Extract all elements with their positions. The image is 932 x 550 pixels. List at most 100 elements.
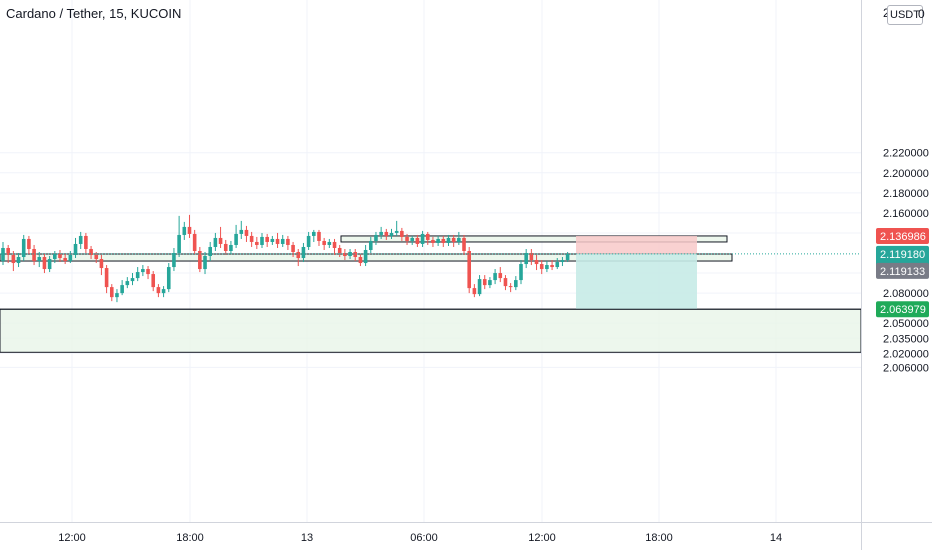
candle-body [42, 257, 47, 270]
candle-body [462, 237, 466, 251]
candle-body [337, 247, 342, 253]
candle-body [255, 241, 259, 245]
candle-body [534, 260, 539, 265]
candle-body [348, 251, 352, 257]
candle-body [503, 278, 508, 287]
candle-body [6, 247, 10, 256]
candle-body [161, 289, 166, 294]
price-tick-label: 2.180000 [883, 188, 929, 200]
price-badge-gray [876, 262, 929, 279]
candle-body [493, 273, 497, 281]
candle-body [244, 229, 249, 236]
candle-body [275, 238, 280, 244]
time-tick-label: 14 [770, 532, 782, 544]
candle-body [146, 269, 150, 275]
time-tick-label: 18:00 [645, 532, 673, 544]
candle-body [104, 268, 109, 288]
price-badge-label: 2.136986 [880, 231, 926, 243]
candle-body [286, 238, 290, 245]
price-badge-label: 2.063979 [880, 304, 926, 316]
candle-body [172, 253, 176, 268]
candle-body [11, 255, 16, 264]
candle-body [368, 240, 373, 250]
candle-body [405, 236, 409, 241]
candle-body [130, 278, 135, 282]
candle-body [198, 250, 202, 270]
candle-body [301, 246, 306, 259]
candle-body [306, 235, 311, 247]
candle-body [21, 238, 26, 258]
candle-body [467, 250, 471, 289]
candle-body [425, 233, 430, 240]
candle-body [151, 274, 156, 288]
time-tick-label: 13 [301, 532, 313, 544]
candle-body [213, 237, 218, 247]
candle-body [560, 260, 565, 263]
candle-body [229, 244, 233, 251]
candle-body [332, 241, 337, 248]
candle-body [312, 231, 316, 236]
candle-body [120, 285, 124, 294]
candle-body [32, 248, 36, 262]
time-tick-label: 12:00 [58, 532, 86, 544]
demand-zone [0, 308, 862, 353]
candle-body [446, 237, 451, 243]
candle-body [389, 232, 394, 236]
candle-body [249, 235, 254, 242]
candle-body [218, 237, 223, 244]
candle-body [529, 253, 534, 261]
candle-body [58, 254, 62, 259]
candle-body [208, 246, 212, 257]
candle-body [27, 238, 31, 249]
candle-body [343, 253, 347, 257]
candle-body [115, 293, 119, 298]
candle-body [260, 236, 264, 245]
candle-body [550, 265, 554, 268]
candle-body [539, 264, 544, 270]
candle-body [488, 280, 492, 286]
candle-body [457, 237, 461, 242]
candle-body [519, 264, 523, 281]
candle-body [84, 235, 88, 249]
price-badge-red [876, 227, 929, 244]
candle-body [498, 273, 503, 279]
candle-body [109, 287, 114, 298]
candle-body [524, 253, 528, 265]
candle-body [270, 238, 275, 242]
candle-body [89, 248, 93, 256]
currency-selector[interactable]: USDT [887, 5, 923, 25]
candle-body [441, 238, 446, 243]
candle-body [192, 233, 197, 251]
candle-body [239, 229, 244, 234]
time-tick-label: 06:00 [410, 532, 438, 544]
candle-body [358, 257, 363, 264]
candle-body [410, 237, 415, 241]
candle-body [565, 254, 570, 261]
chart-title: Cardano / Tether, 15, KUCOIN [6, 6, 182, 21]
price-tick-label: 2.035000 [883, 333, 929, 345]
price-tick-label: 2.080000 [883, 288, 929, 300]
candle-body [280, 238, 285, 244]
candle-series [1, 214, 570, 303]
candle-body [73, 243, 78, 256]
candle-body [203, 256, 207, 270]
candle-body [37, 257, 42, 262]
candle-body [545, 265, 549, 270]
candle-body [353, 251, 358, 258]
candle-body [63, 258, 67, 262]
candle-body [514, 280, 518, 288]
candle-body [420, 233, 425, 244]
price-tick-label: 2.020000 [883, 348, 929, 360]
candle-body [327, 241, 332, 245]
price-tick-label: 2.160000 [883, 208, 929, 220]
candle-body [177, 234, 181, 253]
price-badge-label: 2.119180 [880, 249, 925, 261]
candle-body [187, 226, 192, 234]
candle-body [322, 240, 326, 245]
candle-body [1, 247, 5, 262]
time-tick-label: 18:00 [176, 532, 204, 544]
candle-body [135, 272, 140, 279]
candle-body [472, 288, 477, 295]
